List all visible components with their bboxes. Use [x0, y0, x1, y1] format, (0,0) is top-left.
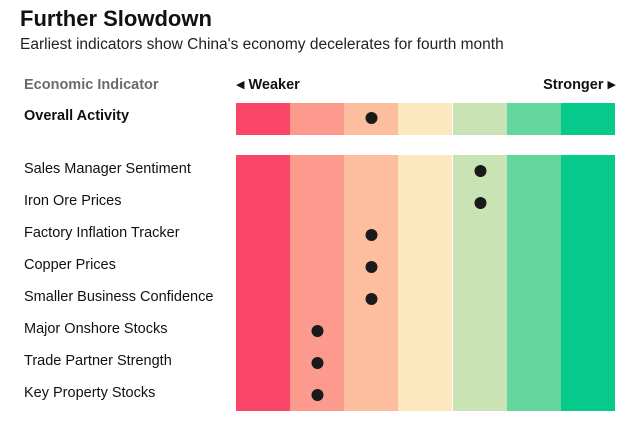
indicator-label: Key Property Stocks — [24, 385, 156, 401]
overall-cell-7 — [561, 103, 615, 135]
indicator-dot — [365, 261, 378, 273]
indicator-label: Factory Inflation Tracker — [24, 225, 180, 241]
scale-label-stronger: Stronger ▶ — [543, 77, 616, 93]
overall-cell-4 — [398, 103, 452, 135]
indicators-cell-7 — [561, 155, 615, 411]
overall-cell-1 — [236, 103, 290, 135]
indicator-label: Major Onshore Stocks — [24, 321, 168, 337]
indicator-dot — [311, 325, 324, 337]
indicators-cell-5 — [453, 155, 507, 411]
indicator-dot — [474, 197, 487, 209]
chart-subtitle: Earliest indicators show China's economy… — [20, 36, 504, 53]
overall-cell-5 — [453, 103, 507, 135]
stronger-label: Stronger — [543, 77, 604, 93]
indicator-label: Trade Partner Strength — [24, 353, 172, 369]
column-header-indicator: Economic Indicator — [24, 77, 159, 93]
indicator-label: Smaller Business Confidence — [24, 289, 214, 305]
scale-label-weaker: ◀ Weaker — [236, 77, 300, 93]
indicator-label: Iron Ore Prices — [24, 193, 122, 209]
weaker-label: Weaker — [248, 77, 300, 93]
left-triangle-icon: ◀ — [236, 79, 245, 91]
indicator-dot — [365, 293, 378, 305]
indicator-dot — [365, 229, 378, 241]
indicator-label: Copper Prices — [24, 257, 116, 273]
chart-title: Further Slowdown — [20, 6, 212, 31]
indicators-cell-2 — [290, 155, 344, 411]
right-triangle-icon: ▶ — [607, 79, 616, 91]
overall-cell-6 — [507, 103, 561, 135]
indicator-dot — [474, 165, 487, 177]
overall-cell-2 — [290, 103, 344, 135]
indicators-cell-4 — [398, 155, 452, 411]
indicator-label: Sales Manager Sentiment — [24, 161, 191, 177]
indicator-label: Overall Activity — [24, 108, 130, 124]
indicators-cell-1 — [236, 155, 290, 411]
indicators-cell-3 — [344, 155, 398, 411]
indicator-dot — [311, 389, 324, 401]
indicator-dot — [311, 357, 324, 369]
indicators-cell-6 — [507, 155, 561, 411]
indicator-dot — [365, 112, 378, 124]
